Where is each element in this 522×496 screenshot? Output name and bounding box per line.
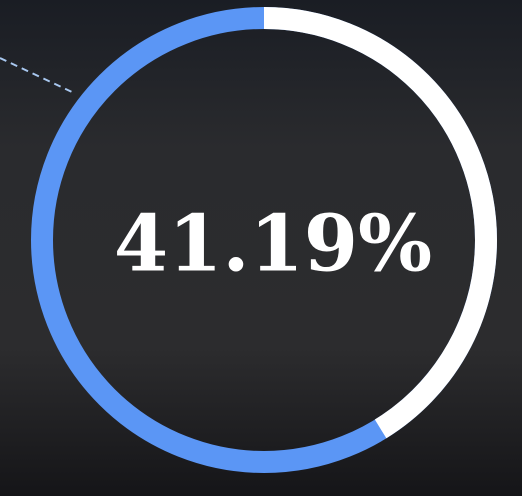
decoration-line bbox=[0, 57, 73, 93]
ring bbox=[31, 7, 497, 473]
progress-arc bbox=[31, 7, 497, 473]
value-label: 41.19% bbox=[114, 199, 432, 290]
